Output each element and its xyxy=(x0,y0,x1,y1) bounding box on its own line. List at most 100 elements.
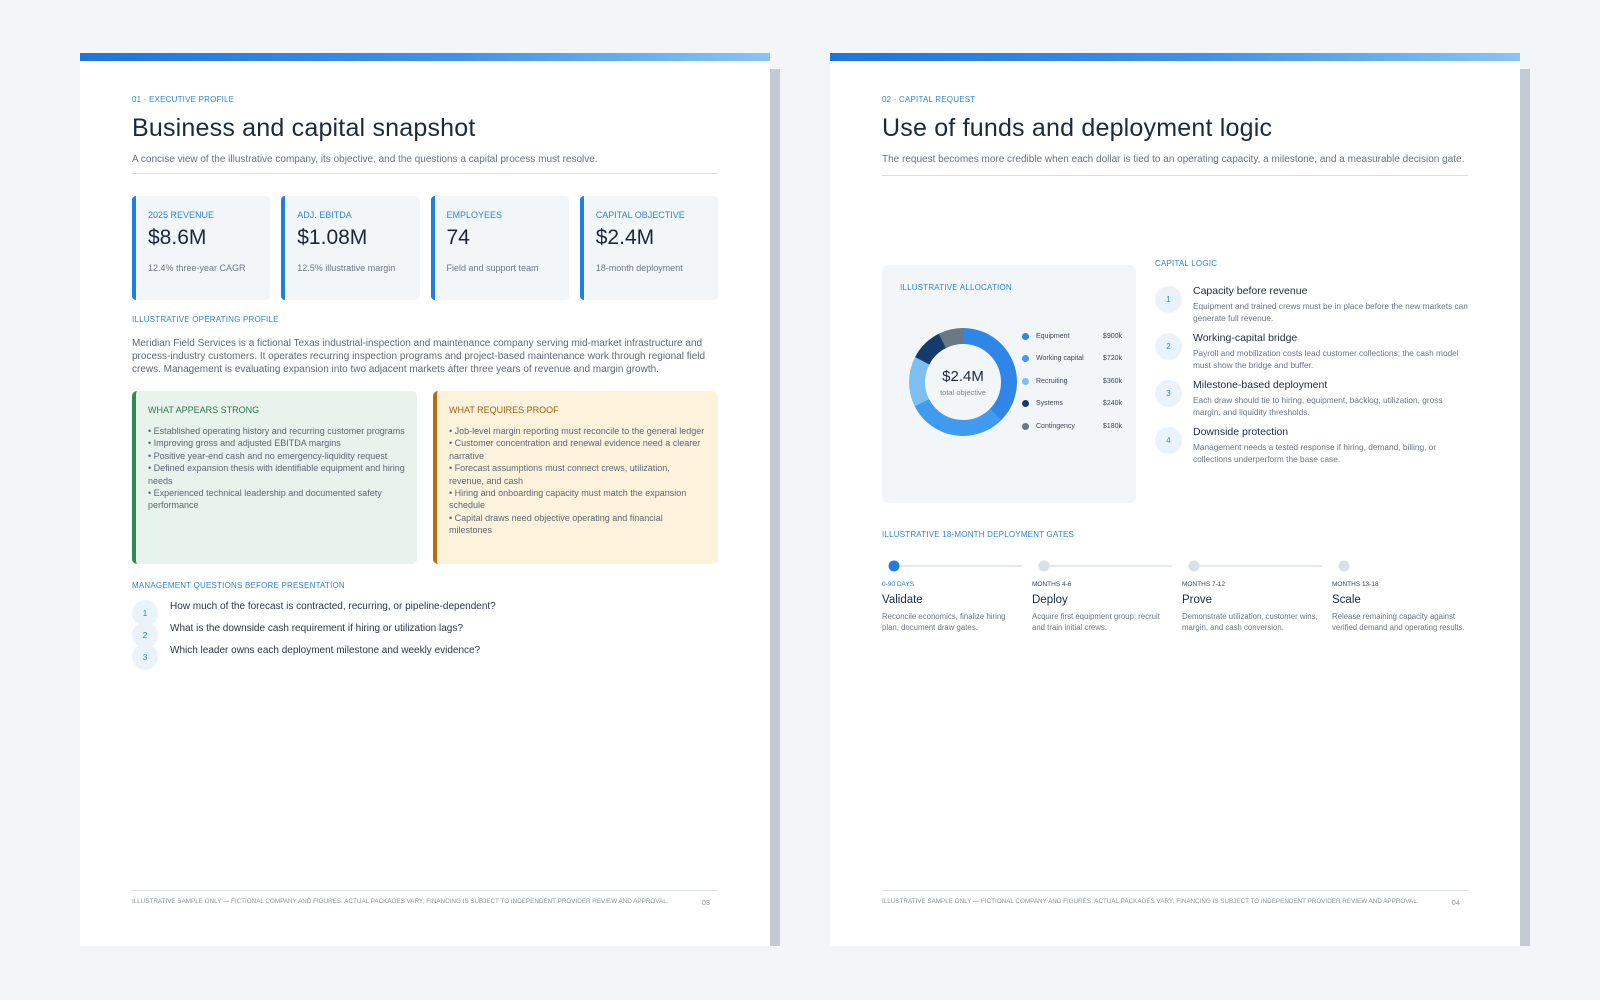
gate-title: Scale xyxy=(1332,594,1361,606)
strengths-title: What appears strong xyxy=(148,405,260,415)
list-item: • Experienced technical leadership and d… xyxy=(148,488,382,511)
kpi-subtext: 12.4% three-year CAGR xyxy=(148,263,246,273)
legend-value: $900k xyxy=(1102,332,1122,340)
divider xyxy=(882,175,1468,176)
question-item: 3 Which leader owns each deployment mile… xyxy=(132,644,718,670)
kpi-label: Employees xyxy=(446,210,503,220)
logic-description: Equipment and trained crews must be in p… xyxy=(1193,301,1468,323)
legend-label: Working capital xyxy=(1036,355,1084,363)
kpi-label: Adj. EBITDA xyxy=(297,210,352,220)
donut-slice-recruiting xyxy=(909,328,1017,436)
gate-marker xyxy=(1188,560,1200,572)
question-text: What is the downside cash requirement if… xyxy=(170,622,463,634)
gate-description: Release remaining capacity against verif… xyxy=(1332,612,1465,632)
gate-prove: Months 7-12 Prove Demonstrate utilizatio… xyxy=(1182,581,1332,633)
gate-marker-active xyxy=(888,560,900,572)
legend-value: $240k xyxy=(1102,400,1122,408)
footer-disclaimer: Illustrative sample only — fictional com… xyxy=(132,898,669,905)
allocation-donut-chart xyxy=(909,328,1017,436)
logic-title: Working-capital bridge xyxy=(1193,332,1298,344)
logic-item: 1 Capacity before revenue Equipment and … xyxy=(1155,285,1469,332)
deployment-timeline xyxy=(888,560,1350,572)
kpi-label: 2025 Revenue xyxy=(148,210,215,220)
kpi-label: Capital objective xyxy=(595,210,685,220)
legend-item: Contingency $180k xyxy=(1022,415,1122,438)
allocation-legend: Equipment $900k Working capital $720k Recrui… xyxy=(1022,325,1122,438)
page-04: 02 · Capital request Use of funds and de… xyxy=(830,53,1530,946)
question-number: 2 xyxy=(132,622,158,648)
gate-deploy: Months 4-6 Deploy Acquire first equipmen… xyxy=(1032,581,1182,633)
legend-label: Recruiting xyxy=(1036,377,1068,385)
legend-value: $180k xyxy=(1102,422,1122,430)
operating-profile-label: Illustrative operating profile xyxy=(132,315,279,324)
legend-swatch xyxy=(1022,377,1029,385)
list-item: • Capital draws need objective operating… xyxy=(449,512,663,536)
gate-period: Months 13-18 xyxy=(1332,581,1379,588)
kpi-subtext: 12.5% illustrative margin xyxy=(297,263,396,273)
legend-swatch xyxy=(1022,332,1029,340)
donut-center: $2.4M total objective xyxy=(906,325,1020,439)
list-item: • Hiring and onboarding capacity must ma… xyxy=(449,488,687,511)
kpi-card-revenue: 2025 Revenue $8.6M 12.4% three-year CAGR xyxy=(132,196,271,300)
logic-number: 2 xyxy=(1155,333,1182,360)
kpi-subtext: 18-month deployment xyxy=(595,263,683,273)
legend-swatch xyxy=(1022,400,1029,408)
allocation-label: Illustrative allocation xyxy=(900,283,1012,292)
list-item: • Improving gross and adjusted EBITDA ma… xyxy=(148,438,341,449)
logic-title: Capacity before revenue xyxy=(1193,285,1308,297)
questions-label: Management questions before presentation xyxy=(132,581,345,590)
list-item: • Customer concentration and renewal evi… xyxy=(449,438,701,461)
kpi-value: $8.6M xyxy=(148,226,207,249)
page-sheet: 01 · Executive profile Business and capi… xyxy=(80,53,770,946)
page-lead: The request becomes more credible when e… xyxy=(882,154,1465,165)
gate-description: Reconcile economics, finalize hiring pla… xyxy=(882,612,1006,632)
deployment-gates: 0-90 days Validate Reconcile economics, … xyxy=(882,581,1482,633)
section-kicker: 02 · Capital request xyxy=(882,95,976,104)
page-title: Use of funds and deployment logic xyxy=(882,114,1273,142)
logic-item: 3 Milestone-based deployment Each draw s… xyxy=(1155,379,1469,426)
page-number: 04 xyxy=(1451,898,1460,907)
kpi-row: 2025 Revenue $8.6M 12.4% three-year CAGR… xyxy=(132,196,718,300)
proof-title: What requires proof xyxy=(449,405,559,415)
logic-number: 3 xyxy=(1155,380,1182,407)
capital-logic-label: Capital logic xyxy=(1155,259,1218,268)
question-item: 2 What is the downside cash requirement … xyxy=(132,622,718,648)
kpi-value: $1.08M xyxy=(297,226,368,249)
operating-profile-text: Meridian Field Services is a fictional T… xyxy=(132,338,706,375)
capital-logic: Capital logic 1 Capacity before revenue … xyxy=(1155,259,1469,473)
legend-item: Recruiting $360k xyxy=(1022,370,1122,393)
question-number: 1 xyxy=(132,600,158,626)
list-item: • Positive year-end cash and no emergenc… xyxy=(148,450,388,461)
question-number: 3 xyxy=(132,644,158,670)
gate-description: Acquire first equipment group; recruit a… xyxy=(1032,612,1160,632)
allocation-card: Illustrative allocation $2.4M total obje… xyxy=(882,265,1136,503)
legend-label: Contingency xyxy=(1036,422,1075,430)
list-item: • Forecast assumptions must connect crew… xyxy=(449,463,670,486)
page-lead: A concise view of the illustrative compa… xyxy=(132,154,598,165)
kpi-value: 74 xyxy=(446,226,470,249)
gate-period: Months 7-12 xyxy=(1182,581,1225,588)
gate-period: 0-90 days xyxy=(882,581,915,588)
list-item: • Defined expansion thesis with identifi… xyxy=(148,463,405,486)
donut-total-value: $2.4M xyxy=(942,367,984,385)
page-number: 03 xyxy=(701,898,710,907)
page-footer: Illustrative sample only — fictional com… xyxy=(882,890,1468,907)
strengths-list: • Established operating history and recu… xyxy=(148,425,405,512)
page-title: Business and capital snapshot xyxy=(132,114,476,142)
question-text: Which leader owns each deployment milest… xyxy=(170,644,481,656)
donut-slice-contingency xyxy=(909,328,1017,436)
section-kicker: 01 · Executive profile xyxy=(132,95,235,104)
donut-total-label: total objective xyxy=(940,387,986,397)
gate-validate: 0-90 days Validate Reconcile economics, … xyxy=(882,581,1032,633)
page-accent-bar xyxy=(80,53,770,61)
page-sheet: 02 · Capital request Use of funds and de… xyxy=(830,53,1520,946)
list-item: • Established operating history and recu… xyxy=(148,426,405,436)
legend-swatch xyxy=(1022,422,1029,430)
donut-slice-working-capital xyxy=(909,328,1017,436)
gate-title: Deploy xyxy=(1032,594,1068,606)
gate-period: Months 4-6 xyxy=(1032,581,1072,588)
proof-box: What requires proof • Job-level margin r… xyxy=(433,391,718,564)
gate-marker xyxy=(1038,560,1050,572)
logic-item: 4 Downside protection Management needs a… xyxy=(1155,426,1469,473)
gate-marker xyxy=(1338,560,1350,572)
